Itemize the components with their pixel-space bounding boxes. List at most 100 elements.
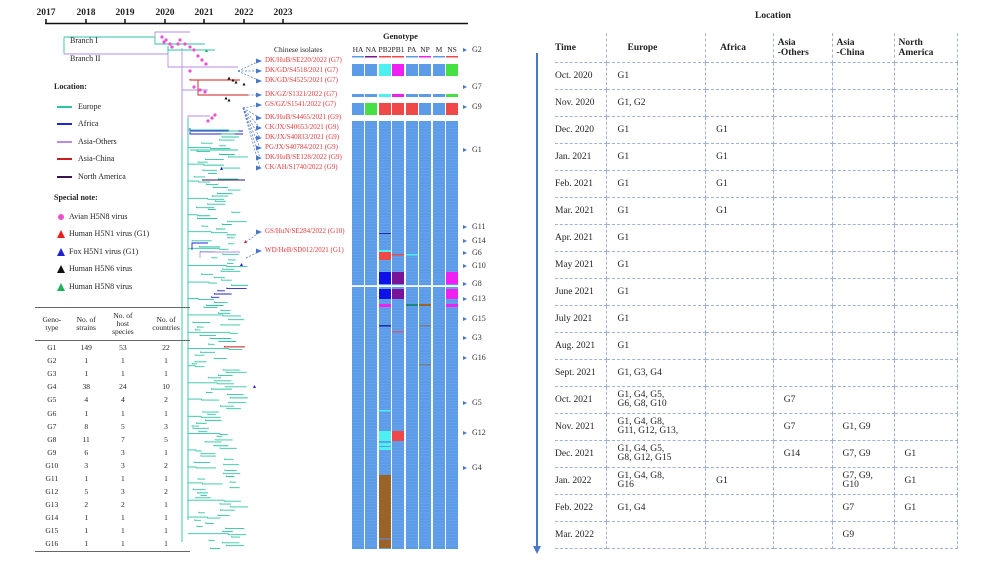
table-cell: 1 bbox=[121, 513, 125, 523]
flag-icon bbox=[463, 225, 467, 229]
tree-branch bbox=[204, 158, 224, 160]
tree-branch bbox=[191, 242, 208, 250]
tree-branch bbox=[215, 200, 227, 202]
tree-branch bbox=[228, 155, 248, 158]
gene-header-pb2: PB2 bbox=[378, 45, 392, 54]
genotype-cell bbox=[832, 116, 895, 144]
tree-branch bbox=[200, 494, 207, 497]
isolates-title: Chinese isolates bbox=[274, 45, 323, 54]
table-row: G7 8 5 3 bbox=[35, 420, 190, 433]
genotype-table-header: No. of countries bbox=[142, 307, 190, 341]
flag-icon bbox=[463, 356, 467, 360]
table-row: G1 149 53 22 bbox=[35, 341, 190, 355]
genotype-table-header: Geno-type bbox=[35, 307, 69, 341]
genotype-key-bar bbox=[365, 56, 377, 58]
tree-branch bbox=[225, 475, 235, 477]
genotype-title: Genotype bbox=[383, 31, 418, 41]
avian-h5n8-marker bbox=[170, 45, 174, 49]
genotype-g7-cell bbox=[365, 94, 377, 97]
tree-branch bbox=[216, 435, 223, 437]
table-row: Feb. 2021 G1 G1 bbox=[555, 170, 959, 198]
tree-branch bbox=[227, 236, 235, 239]
tree-branch bbox=[203, 164, 224, 166]
genotype-label-g7: G7 bbox=[472, 82, 482, 91]
legend-swatch-line bbox=[57, 106, 72, 108]
table-cell: 4 bbox=[121, 395, 125, 405]
tree-branch bbox=[197, 80, 200, 96]
tree-branch bbox=[194, 519, 201, 521]
genotype-variant-mark bbox=[446, 272, 458, 284]
tree-branch bbox=[212, 186, 229, 188]
tree-branch bbox=[229, 481, 237, 483]
genotype-cell bbox=[773, 521, 833, 549]
location-table-header: Africa bbox=[705, 33, 774, 63]
avian-h5n8-marker bbox=[206, 119, 210, 123]
table-cell: G13 bbox=[45, 500, 59, 510]
table-row: G6 1 1 1 bbox=[35, 406, 190, 419]
tree-branch bbox=[230, 505, 248, 508]
genotype-column-block bbox=[446, 121, 458, 285]
table-cell: G4 bbox=[47, 382, 57, 392]
table-cell: G9 bbox=[47, 447, 57, 457]
table-row: Jan. 2022 G1, G4, G8, G16 G1 G7, G9, G10 G1 bbox=[555, 467, 959, 495]
table-cell: 1 bbox=[121, 356, 125, 366]
genotype-g7-cell bbox=[446, 94, 458, 97]
table-cell: 1 bbox=[84, 369, 89, 379]
arrowhead bbox=[256, 135, 262, 141]
tree-branch bbox=[200, 416, 221, 418]
tree-branch bbox=[214, 379, 232, 382]
tree-branch bbox=[216, 228, 226, 230]
genotype-variant-mark bbox=[446, 304, 458, 307]
tree-branch bbox=[208, 282, 218, 284]
table-cell: 22 bbox=[162, 343, 170, 353]
genotype-cell bbox=[705, 413, 774, 441]
table-cell: 2 bbox=[164, 460, 168, 470]
tree-branch bbox=[215, 438, 233, 441]
genotype-cell: G7, G9, G10 bbox=[832, 467, 895, 495]
table-row: Jan. 2021 G1 G1 bbox=[555, 143, 959, 171]
genotype-cell bbox=[894, 521, 959, 549]
tree-branch bbox=[211, 256, 218, 259]
genotype-cell bbox=[773, 494, 833, 522]
table-row: Aug. 2021 G1 bbox=[555, 332, 959, 360]
table-cell: 3 bbox=[121, 487, 125, 497]
genotype-key-bar bbox=[433, 56, 445, 58]
genotype-cell: G1 bbox=[606, 197, 707, 225]
genotype-cell bbox=[705, 305, 774, 333]
tree-branch bbox=[227, 220, 247, 223]
tree-branch bbox=[222, 369, 241, 371]
fox-h5n1-marker bbox=[253, 385, 256, 388]
tree-branch bbox=[218, 248, 229, 250]
genotype-cell: G1 bbox=[606, 116, 707, 144]
genotype-table-header: No. of strains bbox=[68, 307, 104, 341]
genotype-cell bbox=[832, 251, 895, 279]
tree-branch bbox=[207, 413, 216, 415]
genotype-cell bbox=[894, 251, 959, 279]
table-cell: G5 bbox=[47, 395, 57, 405]
flag-icon bbox=[463, 105, 467, 109]
genotype-cell bbox=[773, 251, 833, 279]
genotype-cell: G1 bbox=[606, 62, 707, 90]
human-h5n6-marker bbox=[242, 82, 246, 86]
tree-branch bbox=[228, 348, 243, 351]
genotype-cell: G1 bbox=[606, 251, 707, 279]
tree-branch bbox=[220, 167, 241, 169]
genotype-cell: G1 bbox=[705, 116, 774, 144]
genotype-cell bbox=[705, 62, 774, 90]
chinese-isolate-label: CK/AH/S1740/2022 (G9) bbox=[265, 163, 338, 171]
avian-h5n8-marker bbox=[213, 113, 217, 117]
tree-branch bbox=[211, 231, 228, 234]
table-cell: G7 bbox=[47, 421, 57, 431]
genotype-g9-cell bbox=[379, 103, 391, 115]
gene-header-pb1: PB1 bbox=[391, 45, 405, 54]
tree-branch bbox=[229, 486, 240, 489]
time-cell: Nov. 2021 bbox=[555, 413, 608, 441]
gene-header-ha: HA bbox=[352, 45, 364, 54]
tree-branch bbox=[220, 323, 241, 326]
isolate-pointer-arrow bbox=[242, 107, 261, 149]
flag-icon bbox=[463, 48, 467, 52]
avian-h5n8-marker bbox=[162, 40, 166, 44]
tree-branch bbox=[195, 206, 215, 209]
tree-branch bbox=[228, 258, 236, 261]
table-cell: G3 bbox=[47, 369, 57, 379]
